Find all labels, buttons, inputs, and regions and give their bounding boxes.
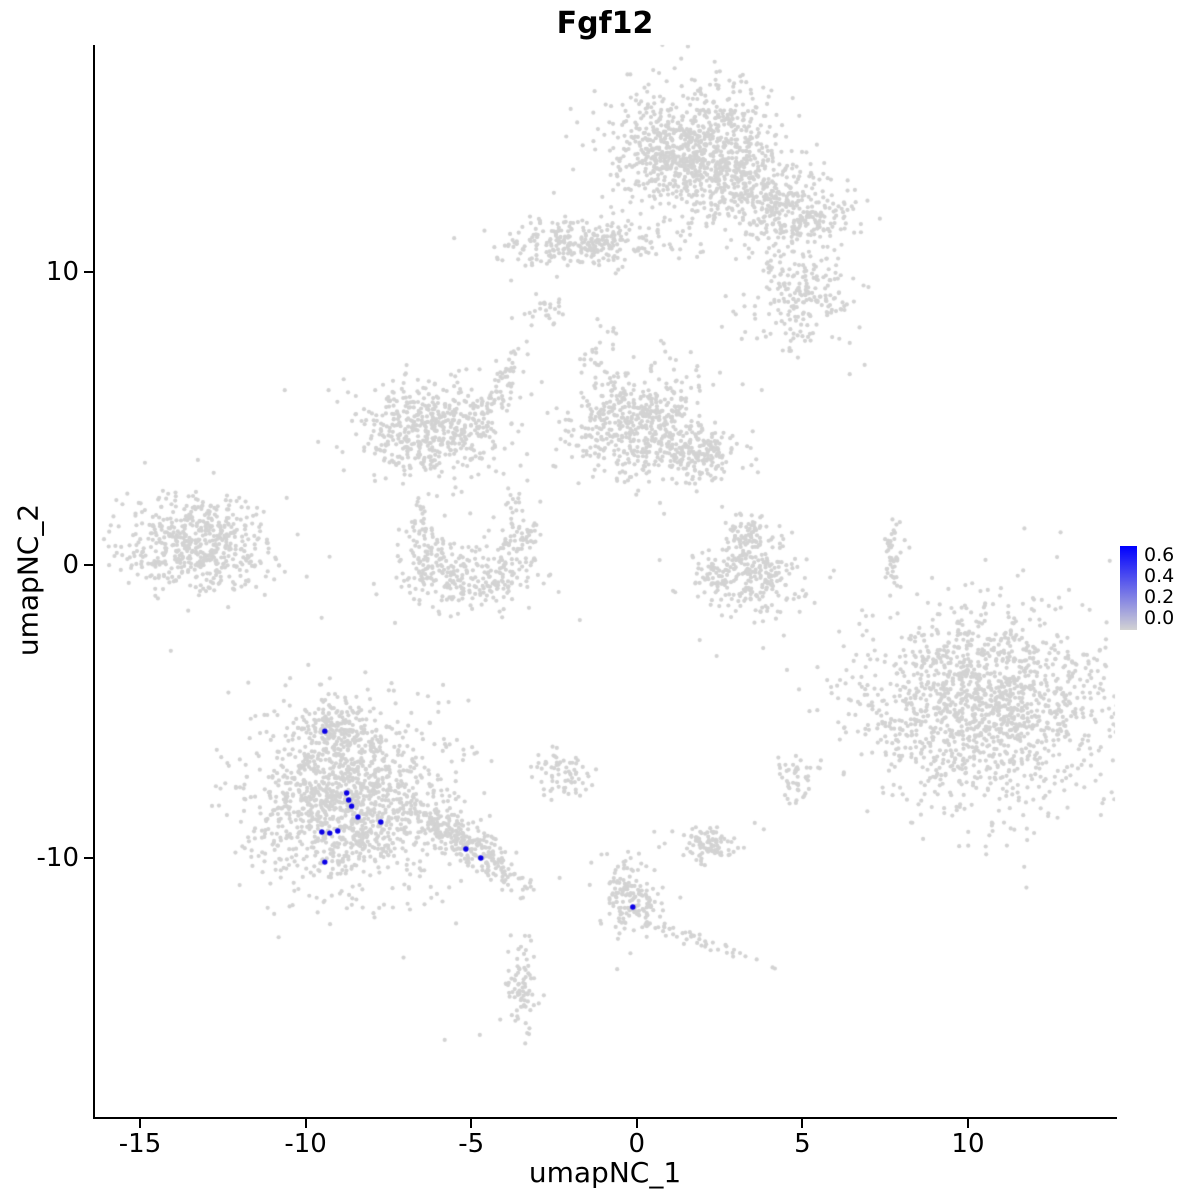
x-tick-mark [304, 1119, 307, 1128]
x-tick-mark [635, 1119, 638, 1128]
x-tick-mark [966, 1119, 969, 1128]
legend-gradient-bar [1120, 546, 1137, 630]
x-tick-label: 5 [794, 1129, 811, 1159]
y-axis-line [93, 45, 95, 1119]
x-tick-label: -5 [458, 1129, 485, 1159]
y-axis-title: umapNC_2 [11, 503, 45, 657]
x-tick-mark [139, 1119, 142, 1128]
legend-tick-label: 0.6 [1144, 544, 1175, 566]
y-tick-mark [84, 857, 93, 859]
x-tick-label: -15 [118, 1129, 162, 1159]
y-tick-mark [84, 271, 93, 274]
y-tick-mark [84, 564, 93, 567]
x-axis-line [93, 1117, 1117, 1119]
legend-tick-label: 0.0 [1144, 607, 1175, 629]
x-axis-title: umapNC_1 [528, 1156, 682, 1189]
x-tick-mark [801, 1119, 804, 1128]
x-tick-label: 0 [628, 1129, 646, 1159]
x-tick-label: -10 [284, 1129, 327, 1159]
legend-tick-label: 0.2 [1144, 586, 1175, 608]
legend-tick-label: 0.4 [1144, 565, 1175, 587]
x-tick-mark [470, 1119, 473, 1128]
y-tick-label: -10 [36, 843, 79, 873]
plot-title: Fgf12 [556, 6, 654, 41]
y-tick-label: 10 [45, 257, 79, 288]
x-tick-label: 10 [951, 1129, 985, 1159]
y-tick-label: 0 [62, 550, 79, 581]
legend-labels: 0.6 0.4 0.2 0.0 [1144, 545, 1174, 629]
